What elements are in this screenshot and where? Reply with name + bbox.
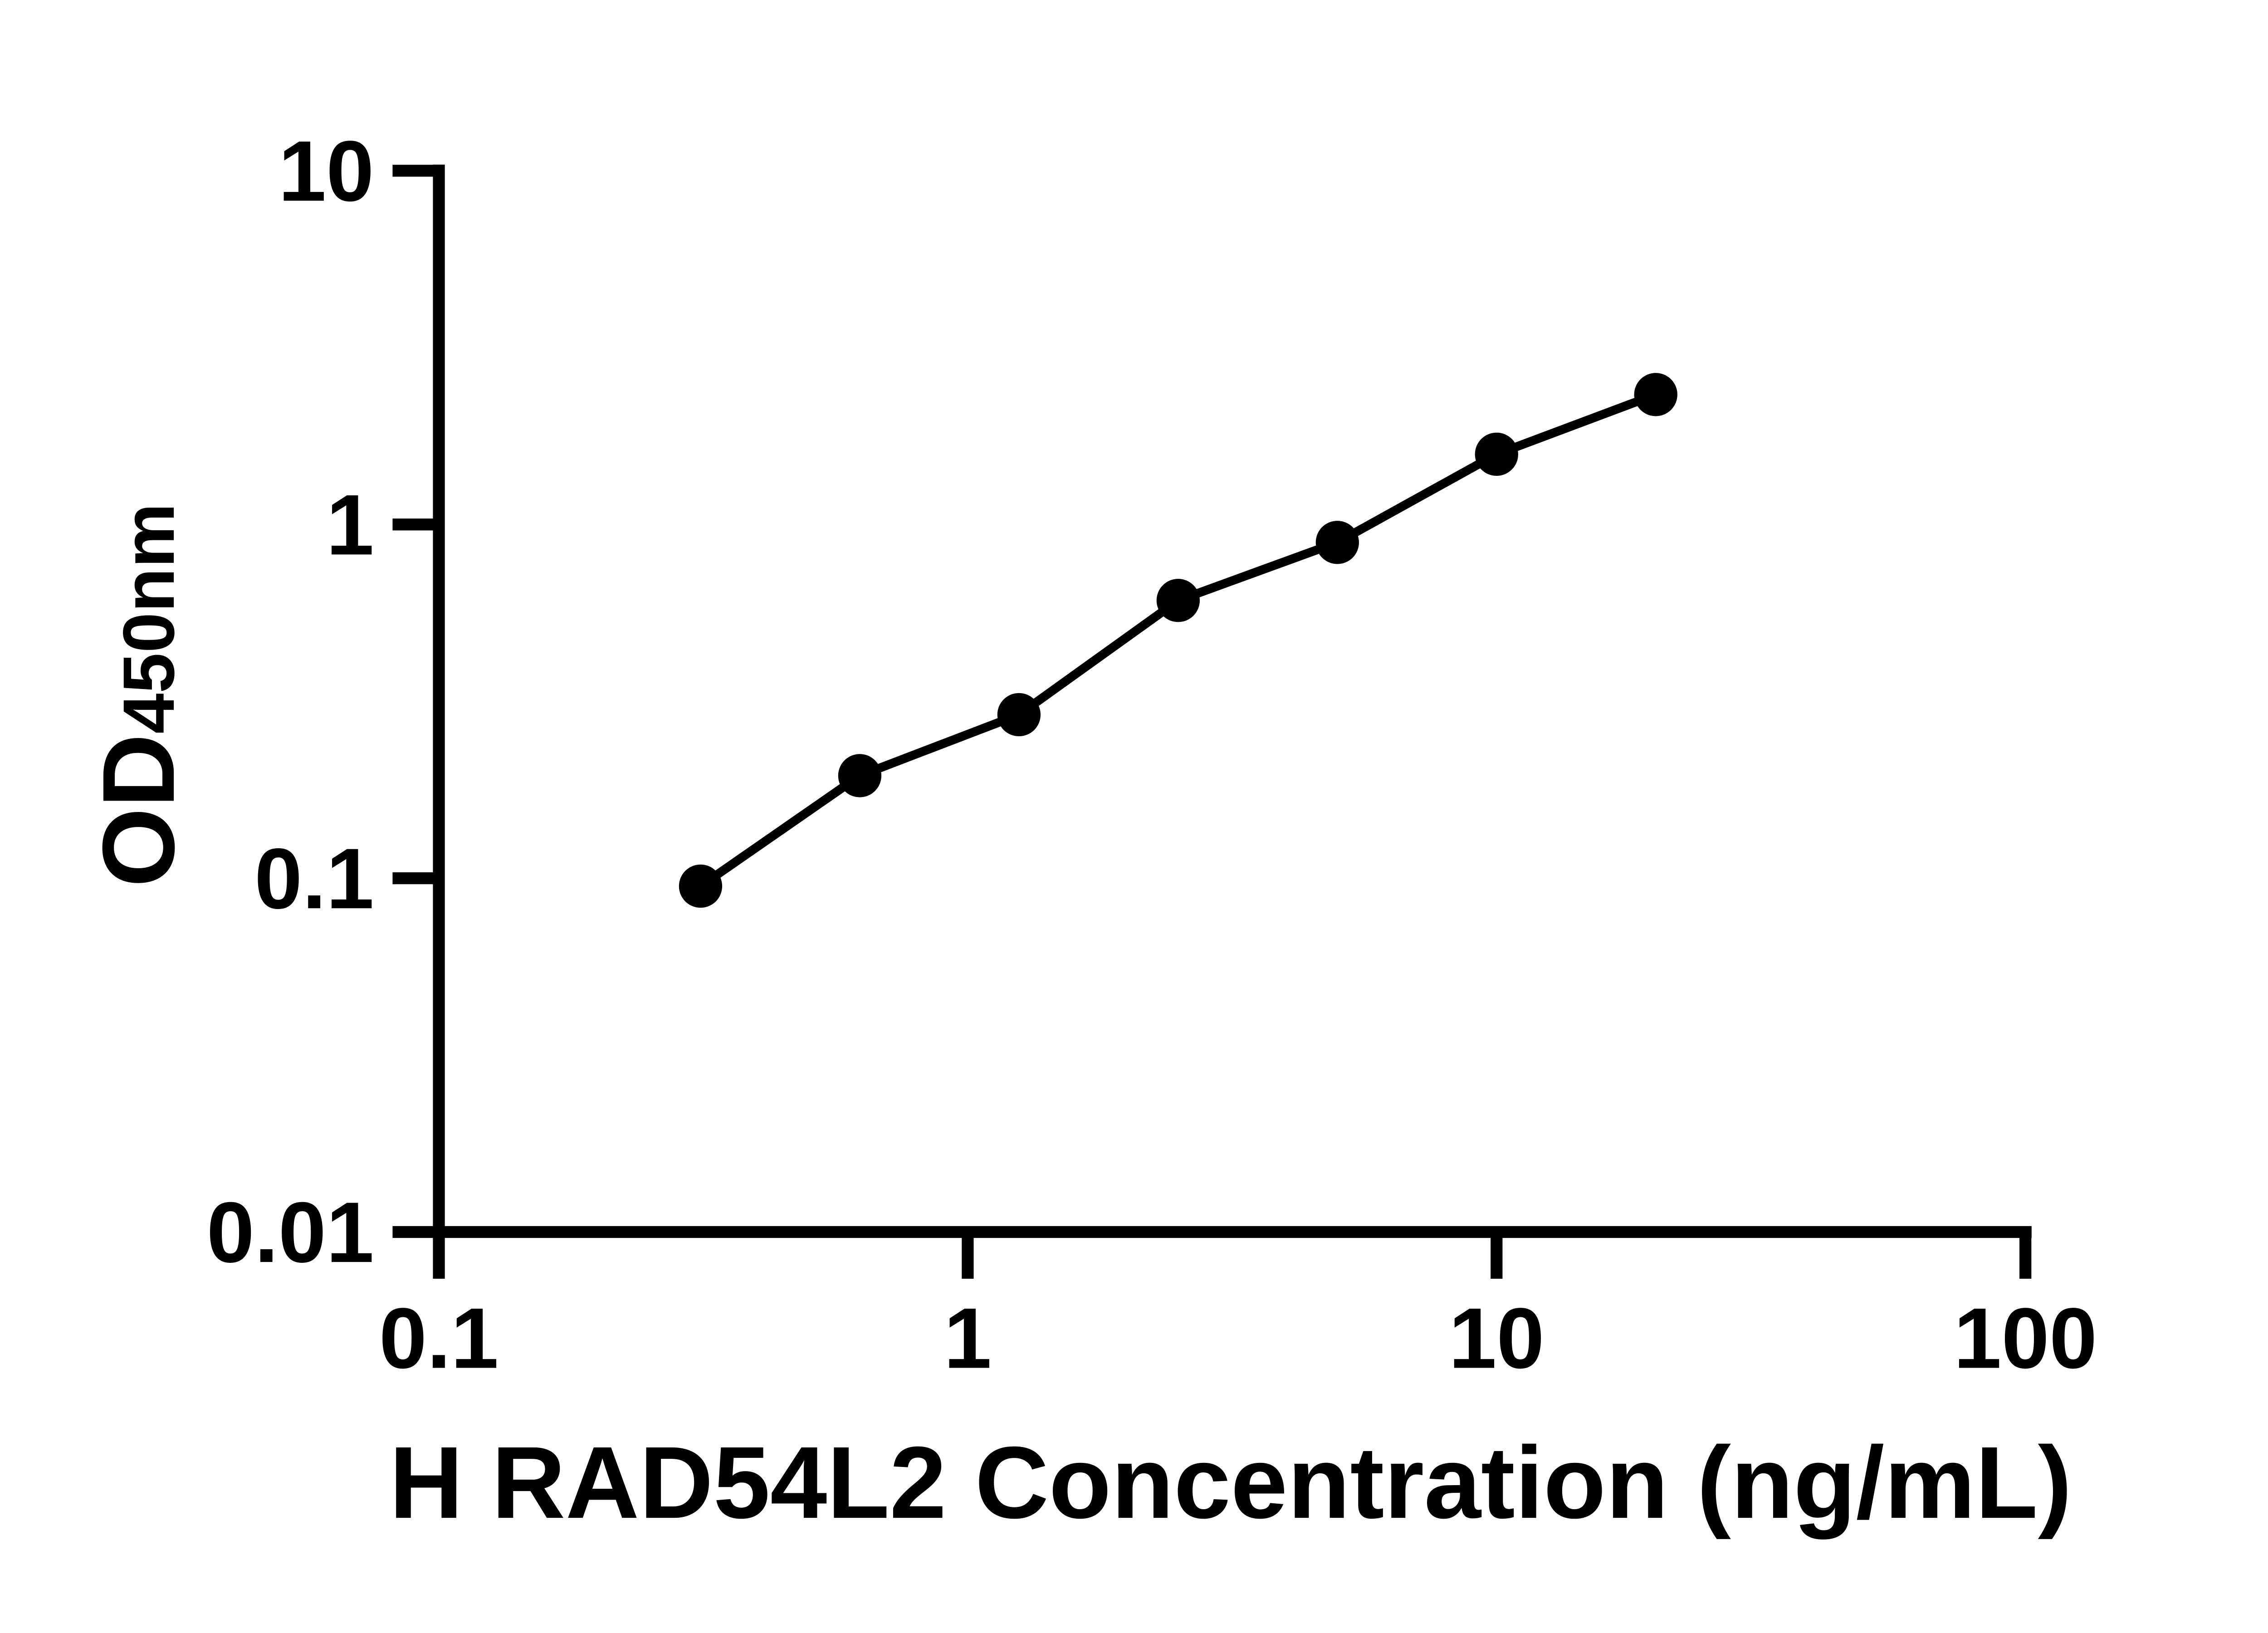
- y-tick-label: 1: [326, 477, 374, 573]
- x-tick-label: 1: [944, 1290, 992, 1386]
- x-tick-label: 10: [1449, 1290, 1545, 1386]
- data-point-marker: [1634, 373, 1677, 416]
- axes: [392, 164, 2032, 1279]
- data-point-marker: [1156, 579, 1200, 622]
- data-point-marker: [679, 864, 723, 908]
- y-axis-title-main: OD: [81, 734, 196, 887]
- x-tick-labels: 0.1 1 10 100: [379, 1290, 2097, 1386]
- chart-background: [0, 22, 2268, 1611]
- x-tick-label: 0.1: [379, 1290, 499, 1386]
- x-axis-title: H RAD54L2 Concentration (ng/mL): [389, 1425, 2072, 1540]
- data-point-marker: [838, 754, 882, 797]
- y-tick-labels: 0.01 0.1 1 10: [207, 123, 374, 1281]
- y-axis-title: OD450nm: [81, 503, 196, 887]
- data-point-marker: [1475, 432, 1518, 476]
- y-axis-title-subscript: 450nm: [108, 503, 189, 733]
- y-tick-label: 10: [279, 123, 374, 220]
- data-point-marker: [1315, 521, 1359, 564]
- x-tick-label: 100: [1954, 1290, 2097, 1386]
- data-point-marker: [997, 693, 1041, 737]
- data-series: [679, 373, 1677, 908]
- y-tick-label: 0.1: [254, 831, 374, 927]
- tick-marks: [392, 165, 2032, 1279]
- y-tick-label: 0.01: [207, 1184, 374, 1281]
